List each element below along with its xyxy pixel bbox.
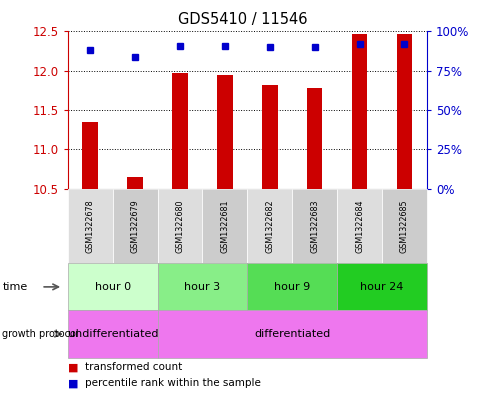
Text: hour 24: hour 24: [360, 282, 403, 292]
Text: ■: ■: [68, 362, 78, 373]
Text: percentile rank within the sample: percentile rank within the sample: [85, 378, 260, 388]
Text: differentiated: differentiated: [254, 329, 330, 339]
Text: ■: ■: [68, 378, 78, 388]
Bar: [351, 34, 366, 189]
Bar: [396, 34, 411, 189]
Text: transformed count: transformed count: [85, 362, 182, 373]
Text: GSM1322682: GSM1322682: [265, 199, 274, 253]
Bar: [306, 88, 322, 189]
Text: GDS5410 / 11546: GDS5410 / 11546: [177, 12, 307, 27]
Text: GSM1322681: GSM1322681: [220, 199, 229, 253]
Text: growth protocol: growth protocol: [2, 329, 79, 339]
Bar: [261, 85, 277, 189]
Bar: [127, 177, 143, 189]
Text: GSM1322680: GSM1322680: [175, 199, 184, 253]
Bar: [82, 122, 98, 189]
Text: GSM1322678: GSM1322678: [86, 199, 95, 253]
Text: undifferentiated: undifferentiated: [67, 329, 158, 339]
Text: GSM1322685: GSM1322685: [399, 199, 408, 253]
Text: hour 0: hour 0: [94, 282, 131, 292]
Bar: [217, 75, 232, 189]
Text: hour 9: hour 9: [273, 282, 310, 292]
Text: GSM1322684: GSM1322684: [354, 199, 363, 253]
Text: hour 3: hour 3: [184, 282, 220, 292]
Text: GSM1322679: GSM1322679: [130, 199, 139, 253]
Bar: [172, 73, 187, 189]
Text: GSM1322683: GSM1322683: [309, 199, 318, 253]
Text: time: time: [2, 282, 28, 292]
